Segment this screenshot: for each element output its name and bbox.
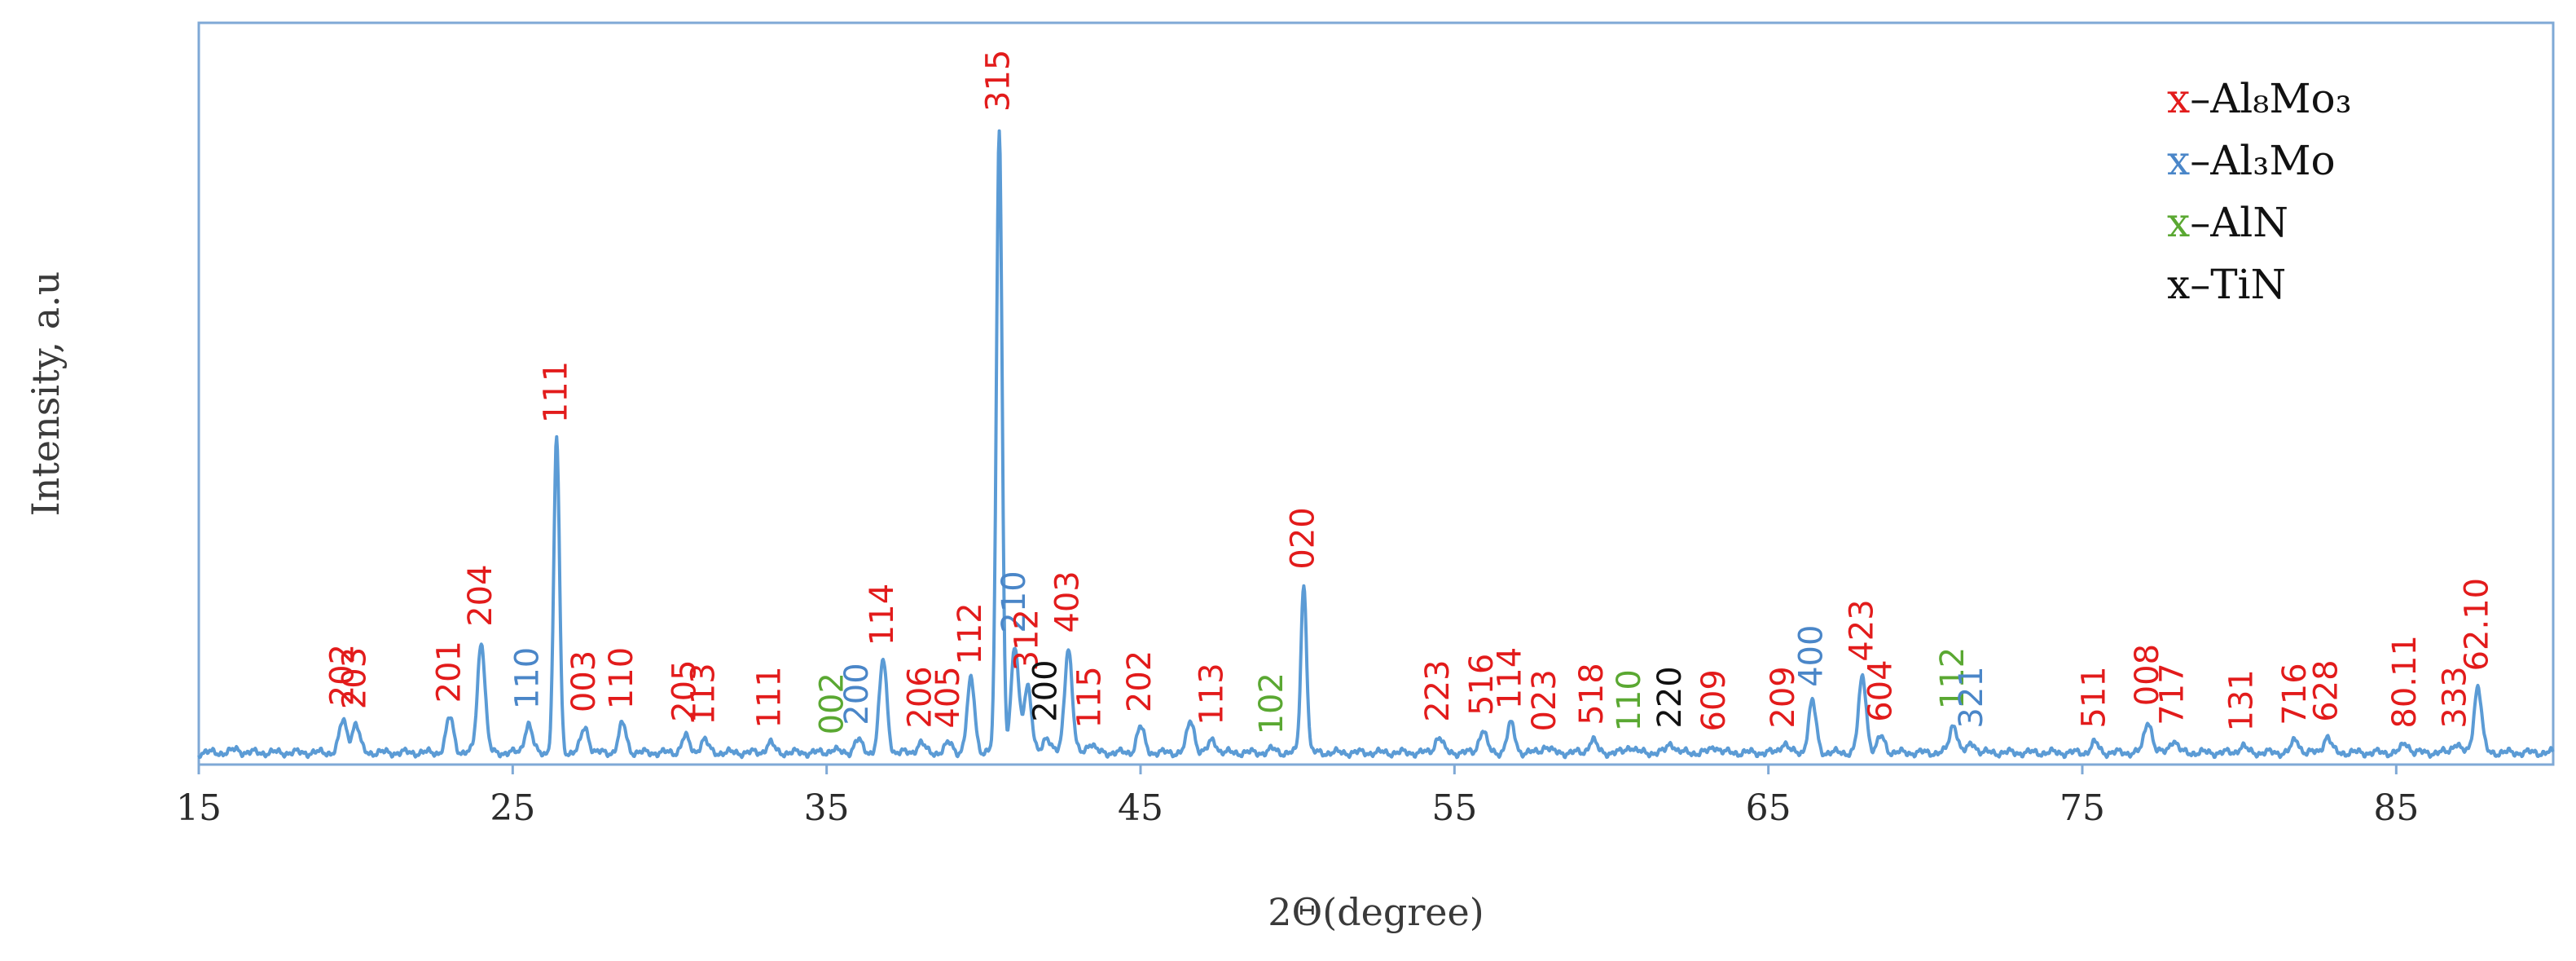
- legend-marker: x: [2167, 199, 2190, 246]
- peak-label: 628: [2308, 659, 2345, 721]
- peak-label: 716: [2276, 663, 2314, 725]
- y-axis-title: Intensity, a.u: [24, 271, 68, 517]
- peak-label: 112: [952, 602, 989, 664]
- peak-label: 023: [1526, 669, 1563, 731]
- legend-entry: x–AlN: [2167, 199, 2288, 246]
- peak-label: 62.10: [2459, 578, 2496, 672]
- legend-entry: x–Al₃Mo: [2167, 137, 2336, 184]
- peak-label: 209: [1765, 666, 1802, 728]
- peak-label: 113: [1193, 663, 1231, 725]
- peak-label: 223: [1419, 659, 1457, 721]
- x-tick-label: 25: [490, 787, 535, 829]
- peak-label: 020: [1284, 507, 1321, 569]
- peak-label: 203: [336, 647, 374, 709]
- x-tick-label: 55: [1431, 787, 1477, 829]
- peak-label: 516: [1463, 654, 1501, 716]
- peak-label: 200: [838, 663, 876, 725]
- peak-label: 400: [1793, 625, 1831, 687]
- peak-label: 511: [2075, 666, 2112, 728]
- x-tick-label: 15: [176, 787, 222, 829]
- peak-label: 206: [901, 666, 939, 728]
- peak-label: 112: [1934, 647, 1972, 709]
- peak-label: 205: [666, 659, 703, 721]
- peak-label: 312: [1008, 609, 1045, 671]
- peak-label: 114: [864, 584, 901, 646]
- peak-label: 102: [1253, 672, 1290, 734]
- peak-label: 002: [813, 672, 851, 734]
- peak-label: 201: [430, 641, 468, 703]
- peak-label: 315: [980, 50, 1018, 112]
- peak-label: 333: [2437, 666, 2474, 728]
- peak-label: 110: [1611, 669, 1648, 731]
- peak-label: 111: [750, 666, 788, 728]
- peak-label: 202: [323, 644, 361, 706]
- peak-label: 405: [930, 666, 967, 728]
- peak-label: 110: [509, 647, 547, 709]
- legend-label: –Al₃Mo: [2190, 137, 2335, 184]
- peak-label: 220: [1651, 666, 1689, 728]
- peak-label: 717: [2154, 663, 2191, 725]
- peak-label: 113: [684, 663, 722, 725]
- x-tick-label: 65: [1746, 787, 1791, 829]
- peak-label: 403: [1048, 571, 1086, 633]
- legend-label: –Al₈Mo₃: [2190, 75, 2352, 122]
- legend-marker: x: [2167, 261, 2190, 308]
- peak-label: 111: [537, 361, 574, 423]
- peak-label: 210: [996, 571, 1033, 633]
- x-tick-label: 75: [2059, 787, 2105, 829]
- peak-label: 609: [1695, 669, 1733, 731]
- x-tick-label: 85: [2373, 787, 2419, 829]
- legend-entry: x–TiN: [2167, 261, 2286, 308]
- peak-label: 202: [1121, 650, 1158, 712]
- peak-label: 115: [1070, 666, 1108, 728]
- x-tick-label: 35: [804, 787, 850, 829]
- legend-entry: x–Al₈Mo₃: [2167, 75, 2352, 122]
- legend-marker: x: [2167, 75, 2190, 122]
- legend-marker: x: [2167, 137, 2190, 184]
- x-tick-label: 45: [1118, 787, 1163, 829]
- peak-label: 114: [1492, 647, 1529, 709]
- peak-label: 003: [565, 650, 603, 712]
- peak-label: 80.11: [2386, 635, 2424, 729]
- legend-label: –AlN: [2190, 199, 2288, 246]
- plot-frame: [197, 21, 2555, 766]
- peak-label: 204: [462, 564, 499, 626]
- peak-label: 008: [2129, 644, 2166, 706]
- peak-label: 321: [1953, 666, 1990, 728]
- peak-label: 110: [603, 647, 640, 709]
- peak-label: 200: [1026, 659, 1064, 721]
- xrd-pattern-line: [197, 129, 2555, 760]
- peak-label: 518: [1573, 663, 1611, 725]
- peak-label: 131: [2223, 669, 2261, 731]
- legend-label: –TiN: [2190, 261, 2286, 308]
- x-axis-title: 2Θ(degree): [1268, 890, 1484, 934]
- peak-label: 604: [1862, 659, 1899, 721]
- peak-label: 423: [1843, 599, 1880, 661]
- x-axis: 15 25 35 45 55 65 75 85: [176, 765, 2419, 829]
